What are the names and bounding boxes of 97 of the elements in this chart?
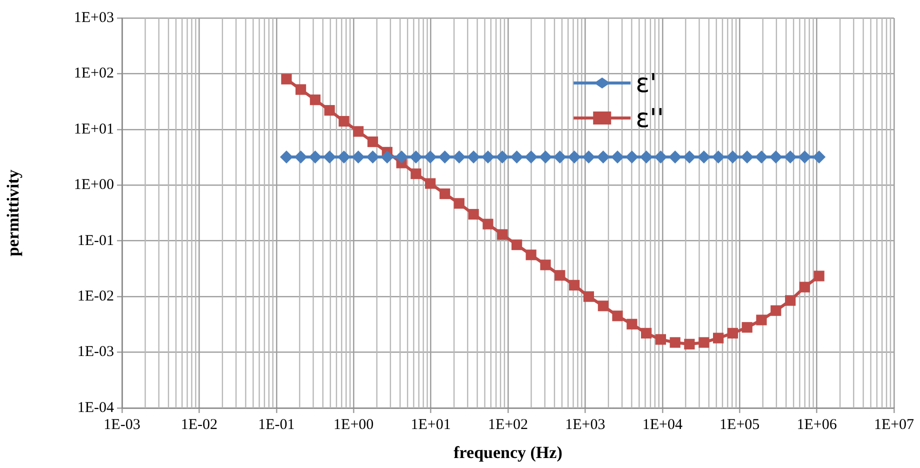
point xyxy=(438,150,452,164)
point xyxy=(454,198,464,209)
point xyxy=(467,150,480,164)
point xyxy=(712,150,725,164)
point xyxy=(496,150,509,164)
point xyxy=(482,218,494,230)
y-axis-title: permittivity xyxy=(4,169,23,256)
point xyxy=(654,150,668,164)
point xyxy=(754,150,768,164)
point xyxy=(770,305,782,316)
x-tick-label: 1E+03 xyxy=(565,416,606,433)
point xyxy=(698,337,710,348)
point xyxy=(497,229,508,240)
point xyxy=(280,150,293,164)
point xyxy=(625,150,638,164)
point xyxy=(424,150,437,164)
point xyxy=(668,150,682,164)
point xyxy=(554,270,566,281)
legend-label: ε' xyxy=(636,68,657,99)
point xyxy=(338,116,350,127)
x-tick-label: 1E+00 xyxy=(334,416,374,433)
y-tick-label: 1E-04 xyxy=(77,400,114,416)
x-tick-label: 1E+01 xyxy=(410,416,451,433)
y-tick-label: 1E+00 xyxy=(74,177,114,194)
y-tick-label: 1E+02 xyxy=(74,66,114,82)
point xyxy=(337,150,350,164)
y-tick-label: 1E-02 xyxy=(77,288,114,305)
point xyxy=(814,270,824,282)
point xyxy=(812,150,826,164)
point xyxy=(582,150,596,164)
point xyxy=(641,328,652,339)
point xyxy=(366,150,380,164)
point xyxy=(553,150,566,164)
point xyxy=(769,150,782,164)
point xyxy=(670,337,680,348)
point xyxy=(598,300,608,312)
point xyxy=(511,239,522,250)
x-tick-label: 1E-02 xyxy=(180,416,218,433)
point xyxy=(798,150,812,164)
point xyxy=(310,94,320,106)
point xyxy=(524,150,538,164)
x-tick-label: 1E-03 xyxy=(104,416,140,433)
point xyxy=(468,208,479,220)
legend-label: ε'' xyxy=(636,104,664,134)
point xyxy=(395,150,408,164)
point xyxy=(367,136,378,148)
point xyxy=(295,84,306,95)
point xyxy=(610,150,624,164)
point xyxy=(583,291,594,302)
point xyxy=(727,328,738,339)
point xyxy=(324,105,335,116)
x-tick-label: 1E+05 xyxy=(720,416,760,433)
point xyxy=(410,168,422,180)
point xyxy=(569,280,580,291)
point xyxy=(568,150,581,164)
y-tick-label: 1E-03 xyxy=(77,344,114,360)
point xyxy=(352,126,364,137)
point xyxy=(784,150,797,164)
point xyxy=(538,150,552,164)
point xyxy=(352,150,365,164)
point xyxy=(526,250,536,260)
point xyxy=(740,150,754,164)
point xyxy=(425,178,436,189)
point xyxy=(308,150,322,164)
y-tick-label: 1E+01 xyxy=(74,121,114,138)
point xyxy=(510,150,524,164)
x-tick-label: 1E-01 xyxy=(258,416,295,433)
point xyxy=(540,260,551,270)
x-tick-label: 1E+04 xyxy=(642,416,683,433)
point xyxy=(742,322,752,333)
point xyxy=(682,150,696,164)
point xyxy=(785,295,796,306)
point xyxy=(684,338,695,350)
point xyxy=(612,310,623,322)
y-tick-label: 1E-01 xyxy=(77,232,114,249)
point xyxy=(409,150,422,164)
point xyxy=(294,150,308,164)
point xyxy=(380,150,394,164)
point xyxy=(756,314,767,326)
point xyxy=(640,150,653,164)
y-tick-label: 1E+03 xyxy=(74,10,114,26)
point xyxy=(626,318,638,330)
point xyxy=(440,188,450,200)
point xyxy=(655,334,666,345)
point xyxy=(726,150,740,164)
point xyxy=(697,150,710,164)
point xyxy=(323,150,336,164)
point xyxy=(596,150,610,164)
point xyxy=(481,150,494,164)
x-tick-label: 1E+06 xyxy=(796,416,838,433)
point xyxy=(799,282,810,292)
x-tick-label: 1E+02 xyxy=(488,416,528,433)
x-axis-title: frequency (Hz) xyxy=(454,443,562,462)
x-tick-label: 1E+07 xyxy=(874,416,915,433)
point xyxy=(452,150,466,164)
point xyxy=(713,332,724,344)
point xyxy=(281,74,292,84)
